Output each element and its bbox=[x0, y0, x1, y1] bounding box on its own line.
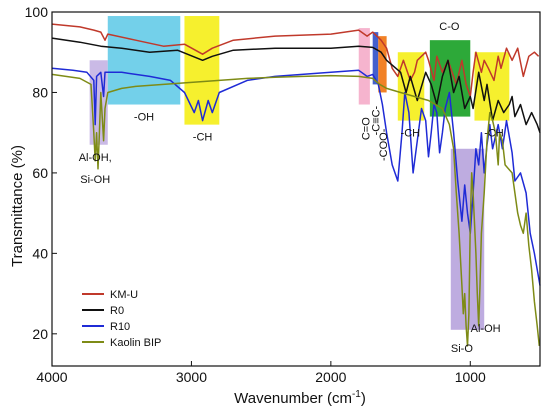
legend-label-0: KM-U bbox=[110, 289, 138, 301]
region-oh bbox=[107, 16, 181, 105]
y-tick-label-1: 40 bbox=[32, 245, 48, 261]
y-tick-label-0: 20 bbox=[32, 326, 48, 342]
label-coo: -COO- bbox=[378, 128, 390, 161]
x-tick-label-2: 2000 bbox=[315, 369, 346, 385]
x-axis-label-sup: -1 bbox=[352, 389, 361, 400]
label-c-o-double: C=O bbox=[361, 117, 373, 140]
y-tick-label-4: 100 bbox=[25, 4, 49, 20]
label-si-o: Si-O bbox=[451, 343, 473, 355]
region-c-triple bbox=[372, 32, 379, 85]
x-axis-label: Wavenumber (cm-1) bbox=[234, 389, 366, 407]
label-al-oh-si-oh-2: Si-OH bbox=[80, 174, 110, 186]
legend: KM-U R0 R10 Kaolin BIP bbox=[82, 289, 161, 349]
label-oh: -OH bbox=[134, 112, 154, 124]
plot-border bbox=[51, 11, 541, 367]
label-c-triple: -C≡C- bbox=[371, 105, 383, 135]
legend-label-2: R10 bbox=[110, 321, 130, 333]
x-tick-label-0: 4000 bbox=[36, 369, 67, 385]
y-tick-label-2: 60 bbox=[32, 165, 48, 181]
series-lines bbox=[51, 23, 541, 347]
annotations: Al-OH, Si-OH -OH -CH C=O-C≡C--COO- -CH C-O -CH S… bbox=[79, 21, 504, 355]
label-c-o: C-O bbox=[439, 21, 460, 33]
y-axis-label: Transmittance (%) bbox=[9, 145, 26, 267]
label-al-oh-si-oh-1: Al-OH, bbox=[79, 152, 112, 164]
region-c-o-double bbox=[358, 28, 370, 105]
region-ch-1 bbox=[184, 16, 220, 125]
label-ch-1: -CH bbox=[193, 132, 213, 144]
label-al-oh: Al-OH bbox=[471, 323, 501, 335]
legend-label-1: R0 bbox=[110, 305, 124, 317]
plot-frame bbox=[51, 11, 541, 367]
region-si-o bbox=[450, 148, 485, 330]
label-ch-2: -CH bbox=[401, 128, 421, 140]
series-line-0 bbox=[51, 23, 540, 98]
axis-ticks: 4000 3000 2000 1000 20 40 60 80 100 bbox=[25, 4, 486, 385]
x-axis-label-main: Wavenumber (cm bbox=[234, 390, 352, 407]
series-line-3 bbox=[51, 73, 541, 347]
region-coo bbox=[378, 36, 387, 93]
region-ch-2 bbox=[397, 52, 425, 121]
x-axis-label-end: ) bbox=[361, 390, 366, 407]
y-tick-label-3: 80 bbox=[32, 84, 48, 100]
x-tick-label-1: 3000 bbox=[176, 369, 207, 385]
region-ch-3 bbox=[474, 52, 510, 121]
x-tick-label-3: 1000 bbox=[455, 369, 486, 385]
series-line-2 bbox=[51, 67, 541, 286]
legend-label-3: Kaolin BIP bbox=[110, 337, 161, 349]
label-ch-3: -CH bbox=[484, 128, 504, 140]
